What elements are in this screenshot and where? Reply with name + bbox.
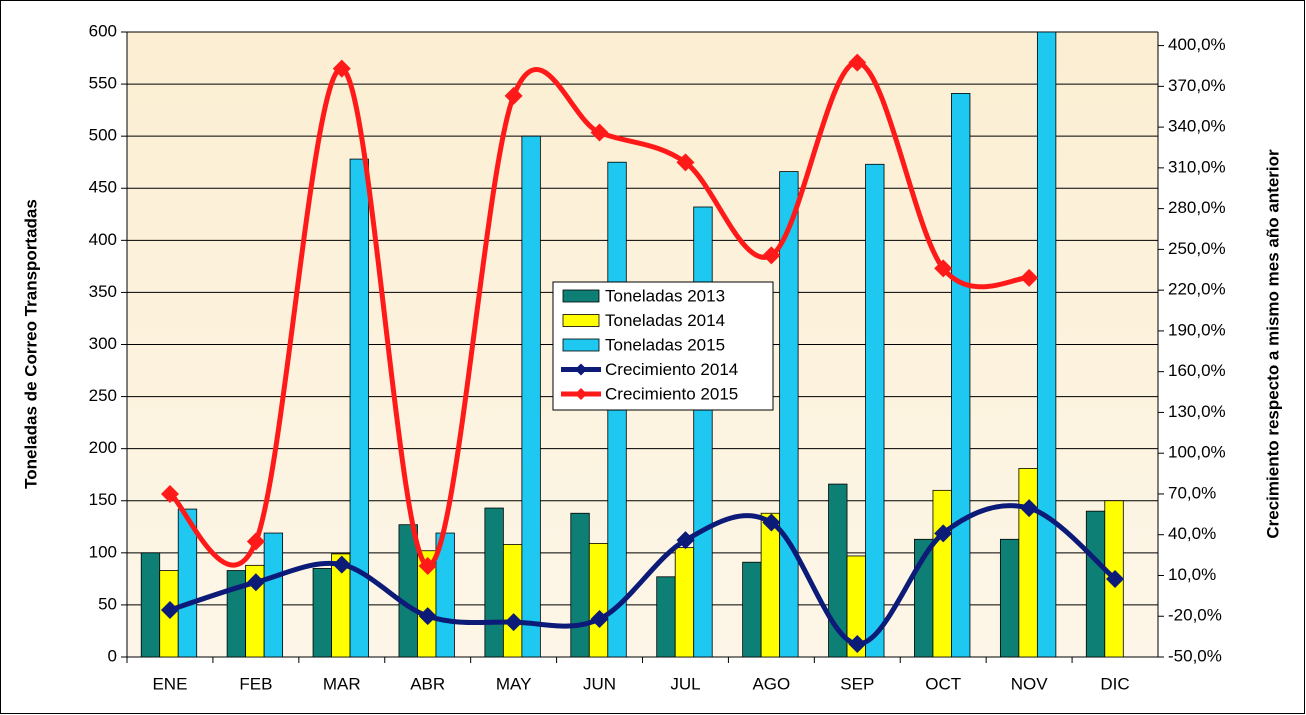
marker [676,153,695,172]
y2-tick-label: 10,0% [1168,565,1216,584]
bar [263,532,284,658]
x-tick-label: NOV [1011,674,1049,693]
y-tick-label: 250 [89,386,117,405]
marker [332,59,351,78]
y2-tick-label: 250,0% [1168,239,1226,258]
legend-label: Toneladas 2013 [605,286,725,305]
marker [332,555,351,574]
bar [674,547,695,658]
bar [742,561,762,658]
legend-marker [575,388,587,400]
y2-tick-label: -20,0% [1168,606,1222,625]
bar [588,543,609,658]
y-axis-title: Toneladas de Correo Transportadas [21,199,40,489]
legend-marker [575,363,587,376]
y2-tick-label: 220,0% [1168,280,1226,299]
bar [932,489,952,658]
y-tick-label: 150 [89,490,117,509]
bar [140,552,161,658]
y-tick-label: 450 [89,178,117,197]
bar [502,544,523,658]
x-tick-label: MAR [323,674,361,693]
y-tick-label: 100 [89,542,117,561]
y-tick-label: 350 [89,282,117,301]
legend-label: Crecimiento 2015 [605,384,738,403]
bar [865,163,885,658]
legend-swatch [562,338,600,352]
y2-tick-label: 340,0% [1168,117,1226,136]
y-tick-label: 50 [98,594,117,613]
y2-tick-label: 310,0% [1168,157,1226,176]
legend-swatch [562,289,600,303]
bar [999,538,1020,658]
bar [177,508,198,658]
y-tick-label: 0 [108,646,117,665]
bar [951,93,971,658]
y2-tick-label: 130,0% [1168,402,1226,421]
bar [1085,510,1106,658]
y-tick-label: 400 [89,230,117,249]
marker [934,524,953,543]
marker [934,259,953,278]
y2-tick-label: 100,0% [1168,443,1226,462]
y2-tick-label: 70,0% [1168,483,1216,502]
y-tick-label: 500 [89,126,117,145]
bar [1036,31,1057,658]
legend-label: Crecimiento 2014 [605,360,738,379]
y-tick-label: 550 [89,74,117,93]
marker [1020,499,1039,518]
marker [848,53,867,72]
x-tick-label: ABR [410,674,445,693]
marker [418,556,437,575]
y2-tick-label: 280,0% [1168,198,1226,217]
x-tick-label: JUL [670,674,700,693]
y2-tick-label: -50,0% [1168,646,1222,665]
marker [1020,268,1039,287]
marker [246,573,265,592]
x-tick-label: ENE [152,674,187,693]
bar [760,512,781,658]
marker [848,634,867,653]
y2-tick-label: 160,0% [1168,361,1226,380]
legend-label: Toneladas 2014 [605,311,725,330]
marker [590,609,609,628]
x-tick-label: OCT [925,674,961,693]
marker [590,123,609,142]
y-tick-label: 600 [89,21,117,40]
legend-label: Toneladas 2015 [605,335,725,354]
marker [246,532,265,551]
bar [349,158,369,658]
marker [504,86,523,105]
y-tick-label: 300 [89,334,117,353]
marker [504,613,523,632]
bar [484,507,504,658]
y2-tick-label: 190,0% [1168,320,1226,339]
bar [1018,468,1038,658]
marker [160,484,179,503]
bar [693,206,713,658]
marker [762,513,781,532]
y-tick-label: 200 [89,438,117,457]
x-tick-label: SEP [840,674,874,693]
marker [160,600,179,619]
x-tick-label: JUN [583,674,616,693]
bar [521,135,541,658]
bar [312,568,332,658]
x-tick-label: FEB [239,674,272,693]
y2-axis-title: Crecimiento respecto a mismo mes año ant… [1263,149,1282,539]
bar [656,576,676,658]
bar [570,512,590,658]
y2-tick-label: 370,0% [1168,76,1226,95]
marker [1106,570,1125,589]
legend-swatch [562,314,600,327]
x-tick-label: AGO [752,674,790,693]
marker [676,531,695,550]
x-tick-label: MAY [496,674,532,693]
y2-tick-label: 40,0% [1168,524,1216,543]
x-tick-label: DIC [1100,674,1129,693]
y2-tick-label: 400,0% [1168,35,1226,54]
marker [762,246,781,265]
marker [418,607,437,626]
